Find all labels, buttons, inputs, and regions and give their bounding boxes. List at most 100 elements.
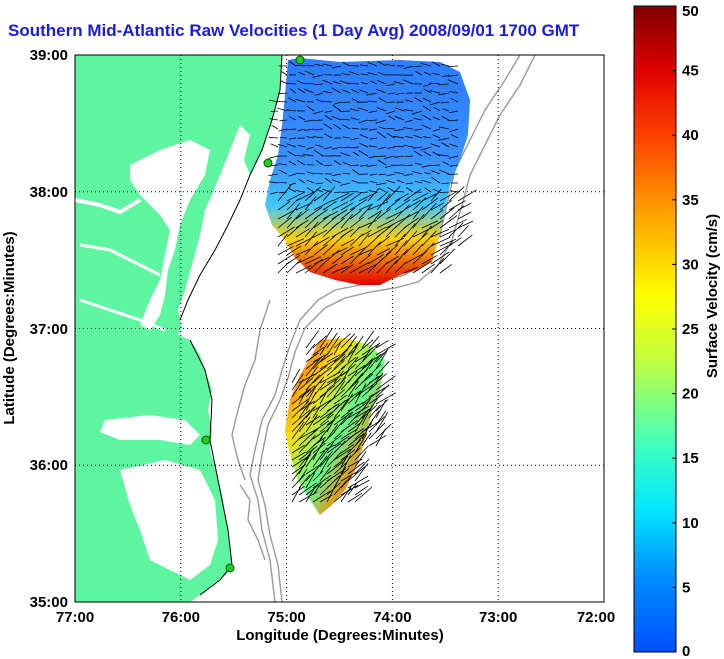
velocity-arrow bbox=[331, 255, 344, 265]
velocity-arrow bbox=[322, 101, 333, 103]
velocity-arrow bbox=[385, 244, 399, 256]
velocity-arrow bbox=[376, 236, 391, 247]
velocity-arrow bbox=[312, 436, 326, 447]
velocity-arrow bbox=[351, 127, 360, 130]
velocity-arrow bbox=[340, 255, 354, 265]
velocity-arrow bbox=[291, 373, 304, 391]
velocity-arrow bbox=[360, 164, 369, 167]
velocity-arrow bbox=[289, 61, 297, 67]
velocity-arrow bbox=[304, 206, 323, 220]
velocity-arrow bbox=[326, 461, 344, 475]
velocity-arrow bbox=[279, 137, 288, 139]
velocity-arrow bbox=[447, 79, 459, 85]
velocity-arrow bbox=[268, 181, 279, 184]
velocity-arrow bbox=[361, 373, 374, 384]
velocity-arrow bbox=[319, 378, 337, 391]
velocity-arrow bbox=[457, 234, 473, 247]
velocity-arrow bbox=[403, 253, 424, 265]
velocity-arrow bbox=[375, 412, 389, 433]
velocity-arrow bbox=[438, 126, 450, 130]
velocity-arrow bbox=[403, 188, 422, 202]
velocity-arrow bbox=[331, 146, 342, 150]
velocity-arrow bbox=[361, 375, 379, 391]
velocity-arrow bbox=[375, 182, 387, 186]
velocity-arrow bbox=[386, 173, 396, 177]
velocity-arrow bbox=[358, 264, 377, 274]
velocity-arrow bbox=[340, 443, 355, 454]
velocity-arrow bbox=[358, 249, 373, 256]
velocity-arrow bbox=[354, 361, 372, 377]
velocity-arrow bbox=[304, 240, 319, 256]
velocity-arrow bbox=[270, 110, 279, 112]
velocity-arrow bbox=[312, 430, 326, 440]
velocity-arrow bbox=[385, 218, 404, 229]
velocity-arrow bbox=[297, 144, 306, 148]
velocity-arrow bbox=[341, 146, 351, 149]
velocity-arrow bbox=[340, 390, 362, 405]
velocity-arrow bbox=[378, 173, 387, 176]
velocity-arrow bbox=[413, 150, 423, 157]
velocity-arrow bbox=[306, 136, 315, 139]
velocity-arrow bbox=[442, 108, 450, 112]
velocity-arrow bbox=[277, 200, 291, 211]
velocity-arrow bbox=[386, 128, 396, 130]
velocity-arrow bbox=[403, 144, 414, 148]
colorbar: 0 5 10 15 20 25 30 35 40 45 50 Surface Velocity (c… bbox=[633, 3, 721, 659]
velocity-arrow bbox=[394, 107, 405, 112]
velocity-arrow bbox=[354, 339, 374, 356]
velocity-arrow bbox=[394, 239, 408, 256]
velocity-arrow bbox=[403, 244, 415, 256]
velocity-arrow bbox=[421, 197, 439, 211]
velocity-arrow bbox=[375, 373, 387, 384]
velocity-arrow bbox=[288, 161, 297, 166]
velocity-arrow bbox=[286, 143, 297, 148]
velocity-arrow bbox=[305, 405, 317, 419]
velocity-arrow bbox=[331, 201, 348, 211]
velocity-arrow bbox=[340, 475, 352, 489]
velocity-arrow bbox=[358, 203, 373, 211]
velocity-arrow bbox=[347, 391, 362, 405]
albemarle-sound bbox=[100, 415, 200, 445]
velocity-arrow bbox=[270, 143, 279, 148]
velocity-arrow bbox=[347, 439, 362, 454]
velocity-arrow bbox=[277, 245, 294, 256]
velocity-arrow bbox=[375, 343, 396, 356]
velocity-arrow bbox=[349, 192, 362, 202]
velocity-arrow bbox=[340, 118, 351, 121]
velocity-arrow bbox=[296, 159, 306, 166]
velocity-arrow bbox=[340, 453, 349, 468]
velocity-arrow bbox=[414, 191, 423, 193]
x-tick-label: 74:00 bbox=[373, 609, 411, 626]
velocity-arrow bbox=[315, 144, 324, 148]
velocity-arrow bbox=[340, 378, 352, 391]
velocity-arrow bbox=[367, 211, 382, 229]
velocity-arrow bbox=[347, 370, 358, 384]
velocity-arrow bbox=[305, 329, 320, 349]
velocity-arrow bbox=[319, 389, 329, 405]
velocity-arrow bbox=[322, 244, 335, 256]
velocity-arrow bbox=[279, 119, 288, 122]
velocity-arrow bbox=[432, 72, 441, 76]
velocity-arrow bbox=[313, 229, 328, 238]
velocity-arrow bbox=[448, 155, 459, 159]
velocity-arrow bbox=[376, 107, 387, 112]
station-marker bbox=[263, 158, 273, 168]
velocity-arrow bbox=[333, 480, 347, 496]
delmarva-coast bbox=[179, 55, 283, 321]
velocity-arrow bbox=[297, 88, 306, 94]
velocity-arrow bbox=[333, 101, 342, 105]
velocity-arrow bbox=[414, 128, 423, 131]
velocity-arrow bbox=[349, 248, 366, 265]
velocity-arrow bbox=[347, 343, 359, 356]
velocity-arrow bbox=[312, 405, 321, 419]
velocity-arrow bbox=[360, 82, 369, 85]
velocity-arrow bbox=[277, 101, 288, 103]
velocity-arrow bbox=[295, 255, 314, 265]
velocity-arrow bbox=[354, 445, 369, 461]
velocity-arrow bbox=[439, 191, 450, 193]
velocity-arrow bbox=[431, 61, 441, 67]
velocity-arrow bbox=[349, 164, 360, 167]
velocity-arrow bbox=[331, 209, 348, 220]
velocity-arrow bbox=[331, 217, 345, 229]
velocity-arrow bbox=[333, 355, 346, 370]
